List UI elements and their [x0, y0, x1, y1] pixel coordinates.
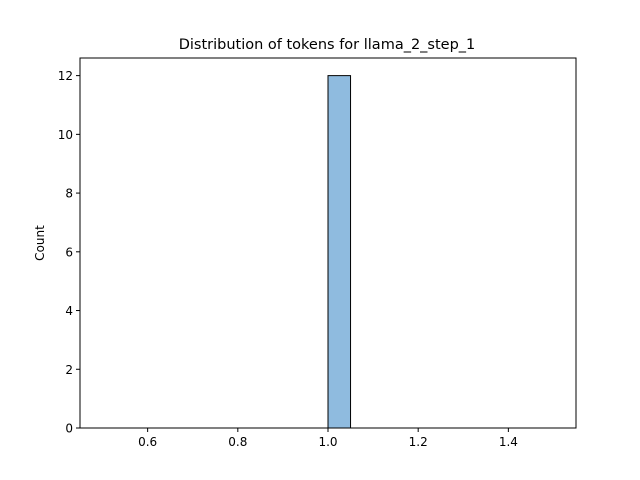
y-axis-label: Count [33, 225, 47, 261]
x-axis: 0.6 0.8 1.0 1.2 1.4 [138, 428, 518, 449]
plot-frame [79, 57, 577, 429]
y-tick-label: 12 [58, 69, 73, 83]
histogram-bar-10 [327, 75, 352, 429]
chart-title: Distribution of tokens for llama_2_step_… [179, 37, 476, 53]
bars-group [327, 75, 352, 429]
y-tick-label: 2 [65, 363, 73, 377]
y-axis: 0 2 4 6 8 10 12 [58, 69, 80, 436]
x-tick-label: 0.6 [138, 435, 157, 449]
y-tick-label: 4 [65, 304, 73, 318]
y-tick-label: 6 [65, 245, 73, 259]
x-tick-label: 1.0 [318, 435, 337, 449]
x-tick-label: 1.2 [409, 435, 428, 449]
y-tick-label: 8 [65, 187, 73, 201]
y-tick-label: 10 [58, 128, 73, 142]
x-tick-label: 0.8 [228, 435, 247, 449]
y-tick-label: 0 [65, 422, 73, 436]
x-tick-label: 1.4 [499, 435, 518, 449]
